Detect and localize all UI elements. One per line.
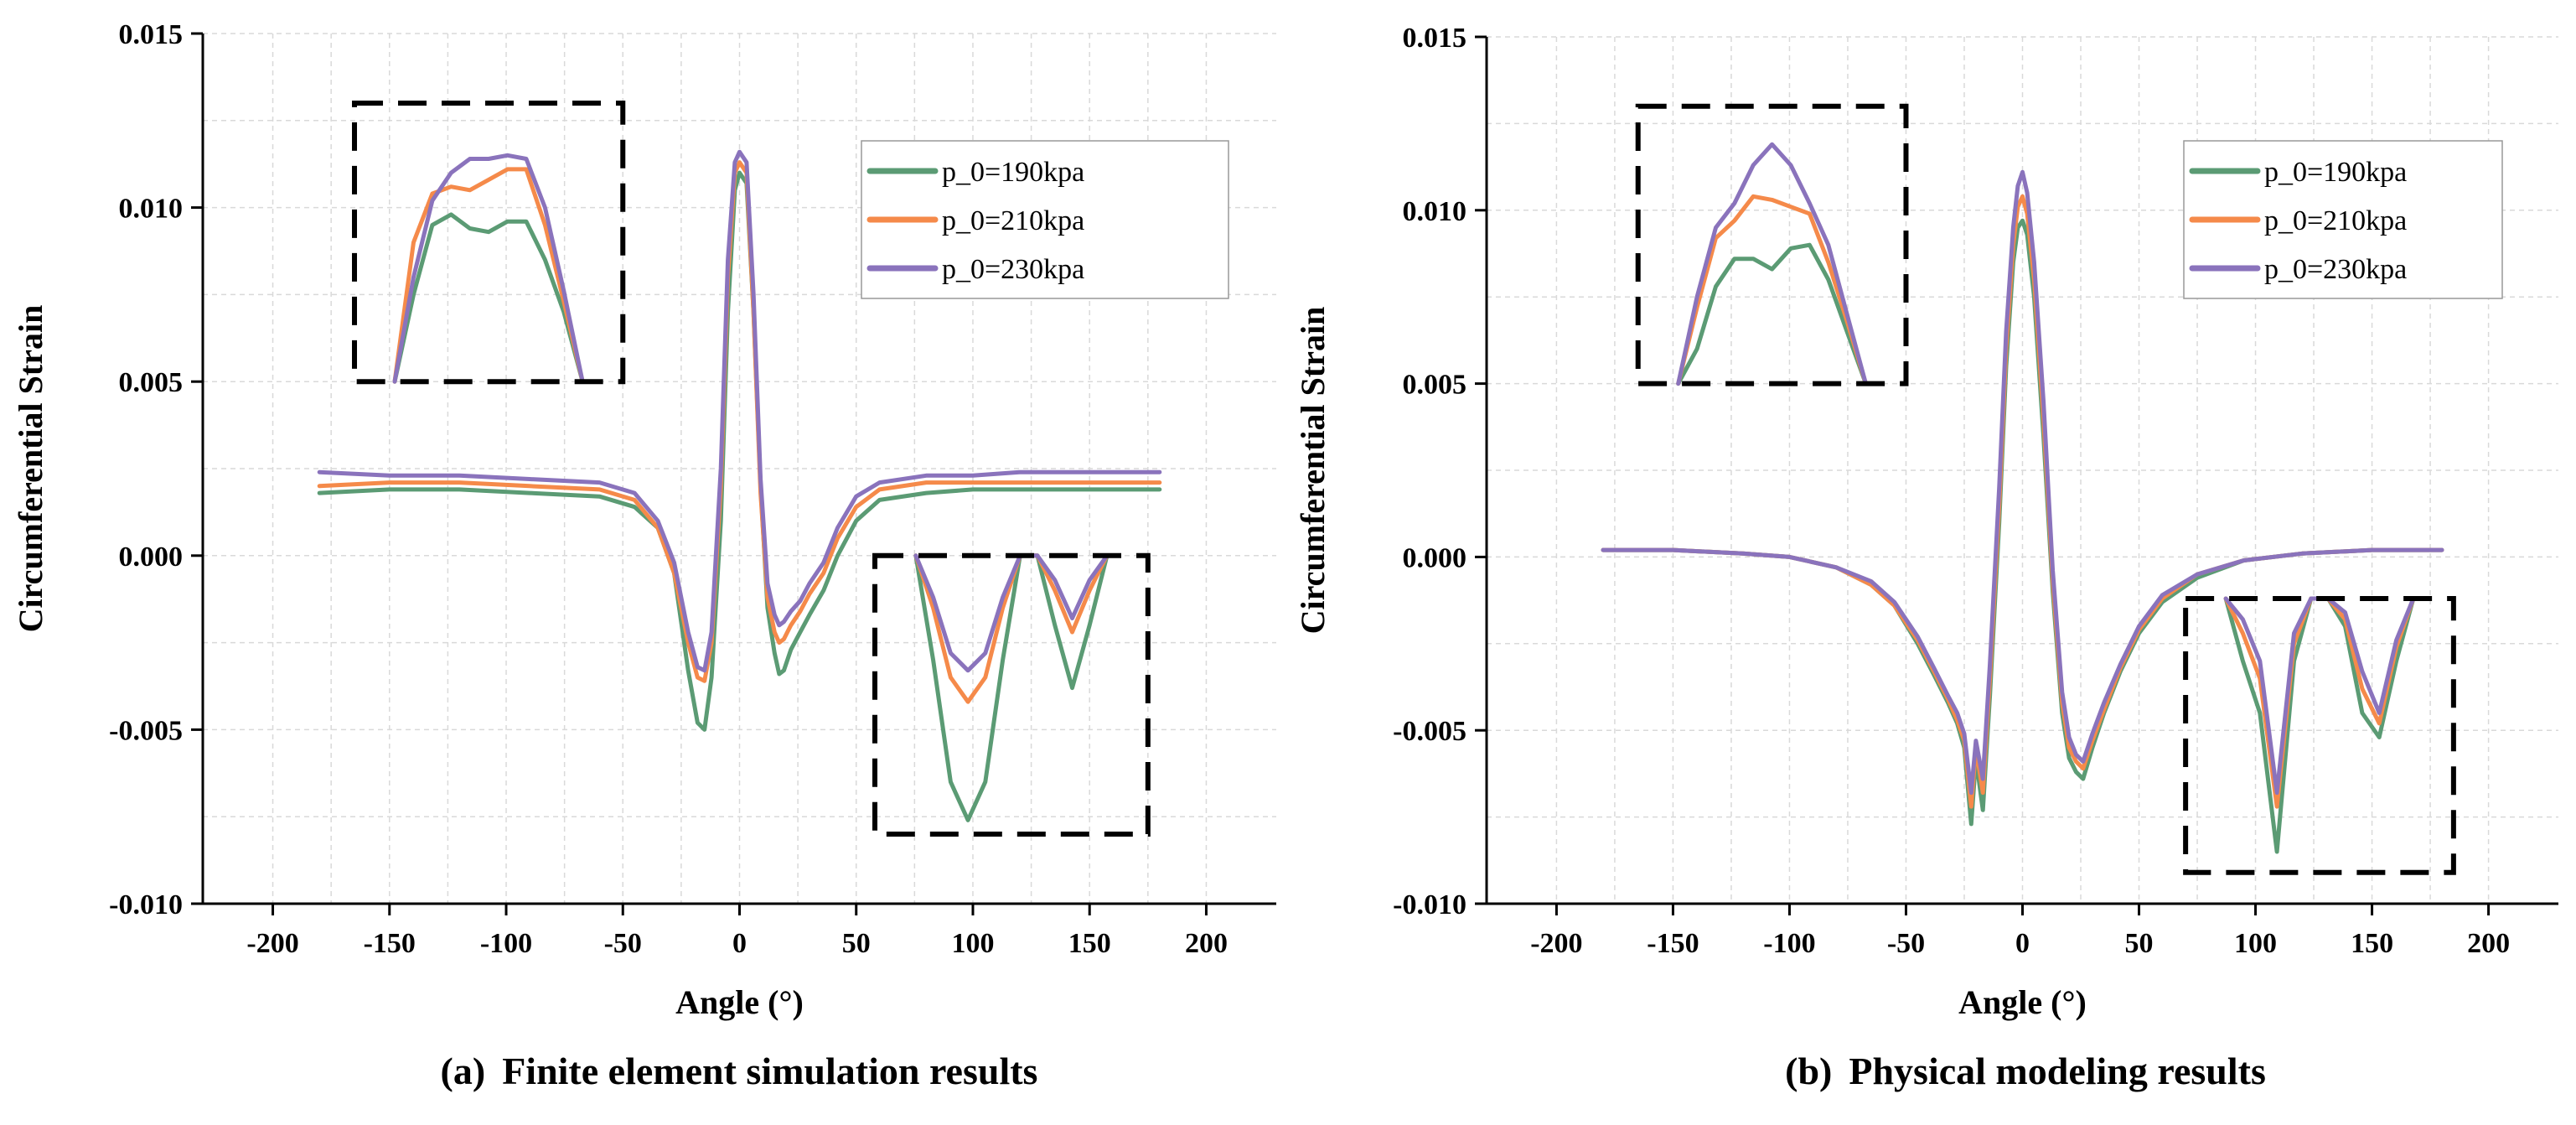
panel-caption: (b) Physical modeling results — [1785, 1050, 2266, 1092]
legend-entry: p_0=190kpa — [2264, 157, 2407, 188]
caption-prefix: (b) — [1785, 1050, 1832, 1092]
x-tick-label: -100 — [480, 928, 532, 959]
series-line-p-0-230kpa — [1601, 169, 2444, 796]
zoom-inset — [1635, 103, 1909, 386]
x-tick-label: 200 — [1185, 928, 1228, 959]
zoom-inset — [2183, 596, 2456, 875]
caption-title: Finite element simulation results — [502, 1050, 1037, 1092]
inset-line — [1676, 194, 1868, 386]
legend-entry: p_0=210kpa — [942, 205, 1084, 236]
series-group — [1601, 169, 2444, 827]
legend: p_0=190kpa p_0=210kpa p_0=230kpa — [861, 140, 1229, 299]
x-tick-label: -200 — [1530, 928, 1582, 959]
caption-prefix: (a) — [441, 1050, 486, 1092]
y-tick-label: 0.000 — [1403, 542, 1467, 573]
inset-line — [392, 212, 585, 384]
y-tick-label: -0.005 — [1393, 716, 1466, 747]
legend-entry: p_0=210kpa — [2264, 205, 2407, 236]
x-tick-label: -150 — [1647, 928, 1699, 959]
x-tick-label: -100 — [1763, 928, 1815, 959]
x-tick-label: 150 — [2351, 928, 2393, 959]
panel-b-chart: -200 -150 -100 -50 0 50 100 150 200 -0.010 -0.005 0… — [1294, 23, 2558, 1092]
inset-line — [913, 553, 1110, 822]
x-axis-title: Angle (°) — [675, 983, 804, 1021]
x-axis-title: Angle (°) — [1958, 983, 2087, 1021]
inset-line — [1676, 142, 1868, 386]
x-tick-label: 100 — [951, 928, 994, 959]
series-line-p-0-230kpa — [317, 149, 1162, 673]
inset-line — [2223, 596, 2416, 854]
inset-box — [2183, 596, 2456, 875]
x-tick-label: 50 — [842, 928, 871, 959]
x-tick-label: -200 — [246, 928, 298, 959]
inset-line — [1676, 242, 1868, 386]
y-tick-label: 0.005 — [1403, 370, 1467, 401]
x-tick-label: -150 — [364, 928, 416, 959]
x-tick-label: 200 — [2467, 928, 2510, 959]
caption-title: Physical modeling results — [1849, 1050, 2266, 1092]
inset-box — [352, 101, 626, 385]
y-tick-label: 0.010 — [119, 194, 184, 225]
x-tick-label: 50 — [2125, 928, 2154, 959]
y-tick-label: 0.005 — [119, 367, 184, 398]
x-tick-label: 0 — [732, 928, 747, 959]
y-axis-title: Circumferential Strain — [1294, 307, 1332, 635]
y-tick-label: 0.015 — [119, 19, 184, 50]
y-tick-label: 0.015 — [1403, 23, 1467, 54]
inset-line — [392, 167, 585, 384]
legend-entry: p_0=190kpa — [942, 157, 1084, 188]
y-tick-label: -0.010 — [109, 889, 183, 920]
inset-line — [392, 153, 585, 384]
legend-entry: p_0=230kpa — [2264, 254, 2407, 285]
legend-entry: p_0=230kpa — [942, 254, 1084, 285]
x-tick-label: 150 — [1068, 928, 1111, 959]
inset-line — [2223, 596, 2416, 809]
x-tick-label: 0 — [2015, 928, 2030, 959]
x-tick-label: 100 — [2234, 928, 2277, 959]
series-group — [317, 149, 1162, 732]
y-axis-title: Circumferential Strain — [12, 305, 49, 633]
y-tick-label: 0.010 — [1403, 196, 1467, 227]
zoom-inset — [352, 101, 626, 385]
inset-box — [1635, 103, 1909, 386]
inset-box — [872, 552, 1151, 837]
panel-caption: (a) Finite element simulation results — [441, 1050, 1038, 1092]
x-tick-label: -50 — [1887, 928, 1925, 959]
x-tick-label: -50 — [604, 928, 642, 959]
legend: p_0=190kpa p_0=210kpa p_0=230kpa — [2183, 140, 2503, 299]
y-tick-label: 0.000 — [119, 542, 184, 573]
panel-a-chart: -200 -150 -100 -50 0 50 100 150 200 -0.010 -0.005 0… — [12, 19, 1276, 1092]
y-tick-label: -0.005 — [109, 715, 183, 746]
y-tick-label: -0.010 — [1393, 889, 1466, 920]
inset-line — [913, 553, 1110, 673]
zoom-inset — [872, 552, 1151, 837]
